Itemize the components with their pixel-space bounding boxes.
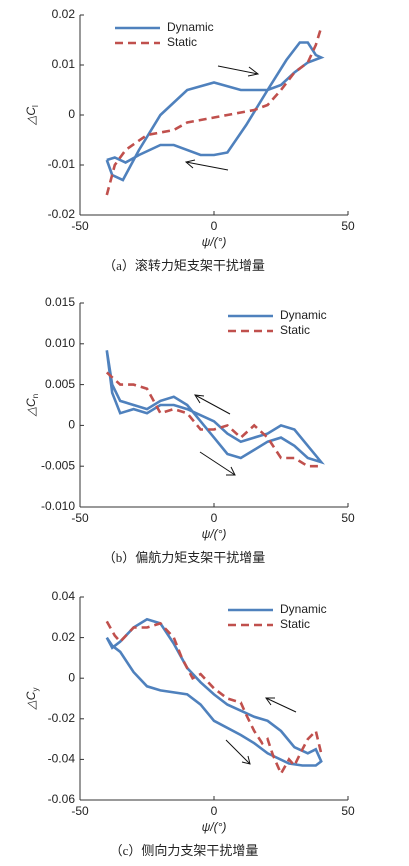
y-tick-label: -0.010	[41, 499, 75, 513]
series-line	[105, 617, 323, 767]
series-line	[105, 41, 325, 182]
caption: （a）滚转力矩支架干扰增量	[103, 258, 265, 273]
x-tick-label: 0	[211, 219, 218, 233]
y-axis-label: △Cn	[24, 394, 40, 417]
arrow	[265, 697, 297, 713]
series-line	[105, 620, 323, 777]
x-tick-label: 50	[341, 804, 355, 818]
y-tick-label: 0.02	[52, 630, 76, 644]
legend-label: Static	[280, 617, 310, 631]
y-tick-label: 0	[68, 670, 75, 684]
y-tick-label: 0.015	[45, 295, 75, 309]
x-tick-label: 50	[341, 511, 355, 525]
x-tick-label: 50	[341, 219, 355, 233]
y-tick-label: -0.01	[48, 157, 76, 171]
x-tick-label: 0	[211, 511, 218, 525]
x-axis-label: ψ/(°)	[202, 235, 227, 249]
arrow	[199, 451, 236, 476]
x-tick-label: -50	[71, 511, 89, 525]
y-tick-label: 0.04	[52, 589, 76, 603]
y-tick-label: 0.005	[45, 377, 75, 391]
series-line	[105, 371, 322, 468]
x-axis-label: ψ/(°)	[202, 527, 227, 541]
y-tick-label: -0.06	[48, 792, 76, 806]
y-axis-label-subscript: n	[31, 394, 40, 398]
arrow	[194, 394, 231, 415]
arrow	[225, 739, 251, 765]
y-tick-label: 0.01	[52, 57, 76, 71]
y-tick-label: 0.010	[45, 336, 75, 350]
y-axis-label: △Cy	[24, 688, 40, 711]
y-axis-label-main: △C	[24, 107, 38, 126]
legend-label: Static	[167, 35, 197, 49]
y-tick-label: 0	[68, 418, 75, 432]
y-axis-label-main: △C	[24, 691, 38, 710]
y-tick-label: -0.02	[48, 711, 76, 725]
y-tick-label: 0.02	[52, 7, 76, 21]
y-axis-label-main: △C	[24, 398, 38, 417]
caption: （b）偏航力矩支架干扰增量	[103, 550, 266, 565]
x-tick-label: -50	[71, 804, 89, 818]
series-line	[105, 350, 325, 465]
x-axis-label: ψ/(°)	[202, 820, 227, 834]
x-tick-label: 0	[211, 804, 218, 818]
y-axis-label-subscript: l	[31, 105, 40, 107]
y-tick-label: -0.005	[41, 458, 75, 472]
y-axis-label: △Cl	[24, 105, 40, 126]
series-line	[105, 27, 323, 196]
annotation-arrows	[184, 65, 297, 765]
x-tick-label: -50	[71, 219, 89, 233]
y-tick-label: -0.04	[48, 752, 76, 766]
y-axis-label-subscript: y	[31, 688, 40, 692]
legend-label: Dynamic	[280, 602, 327, 616]
legend-label: Static	[280, 323, 310, 337]
legend-label: Dynamic	[280, 308, 327, 322]
y-tick-label: 0	[68, 107, 75, 121]
y-tick-label: -0.02	[48, 207, 76, 221]
arrow	[217, 65, 260, 77]
arrow	[184, 159, 229, 171]
legend-label: Dynamic	[167, 20, 214, 34]
caption: （c）侧向力支架干扰增量	[110, 843, 259, 858]
